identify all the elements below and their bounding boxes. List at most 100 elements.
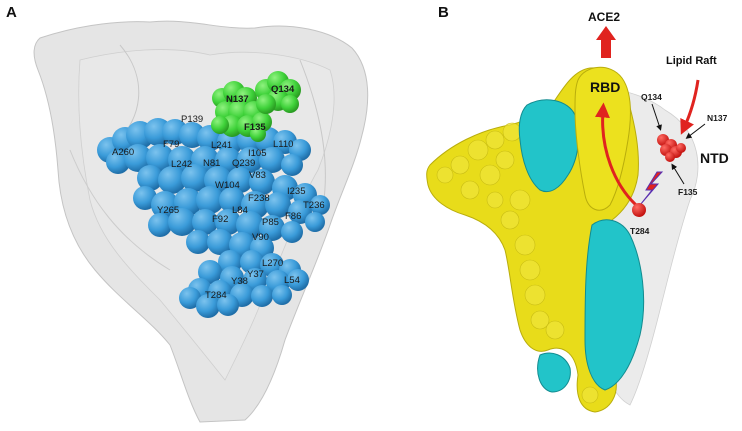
atom-sphere bbox=[249, 169, 275, 195]
residue-label: L242 bbox=[171, 159, 192, 170]
surface-bump bbox=[530, 310, 550, 330]
residue-label: Y38 bbox=[231, 276, 248, 287]
residue-label: T284 bbox=[630, 226, 650, 236]
ntd-label: NTD bbox=[700, 150, 729, 166]
surface-bump bbox=[545, 320, 565, 340]
atom-sphere bbox=[281, 154, 303, 176]
surface-bump bbox=[524, 284, 546, 306]
ace2-label: ACE2 bbox=[588, 10, 620, 24]
pointer-f135 bbox=[671, 163, 685, 185]
atom-sphere bbox=[215, 209, 241, 235]
atom-sphere bbox=[251, 285, 273, 307]
residue-label: W104 bbox=[215, 180, 240, 191]
lipid-raft-label: Lipid Raft bbox=[666, 55, 717, 67]
residue-label: T236 bbox=[303, 200, 325, 211]
surface-bump bbox=[460, 180, 480, 200]
atom-sphere bbox=[281, 95, 299, 113]
atom-sphere bbox=[305, 212, 325, 232]
surface-bump bbox=[486, 191, 504, 209]
atom-sphere bbox=[310, 195, 330, 215]
panel-a-letter: A bbox=[6, 4, 17, 21]
residue-label: N137 bbox=[707, 113, 728, 123]
surface-bump bbox=[500, 210, 520, 230]
surface-bump bbox=[519, 259, 541, 281]
residue-label: F86 bbox=[285, 211, 301, 222]
cyan-chain-bottom bbox=[537, 352, 571, 393]
residue-label: T284 bbox=[205, 290, 227, 301]
atom-sphere bbox=[259, 147, 285, 173]
atom-sphere bbox=[192, 209, 218, 235]
residue-label: F79 bbox=[163, 139, 179, 150]
surface-ridge-3 bbox=[69, 149, 171, 271]
residue-label: N81 bbox=[203, 158, 220, 169]
residue-label: V90 bbox=[252, 232, 269, 243]
atom-sphere bbox=[259, 215, 285, 241]
surface-bump bbox=[485, 130, 505, 150]
atom-sphere bbox=[158, 166, 186, 194]
surface-bump bbox=[509, 189, 531, 211]
lipid-raft-arrow bbox=[680, 79, 700, 135]
residue-label-polar: N137 bbox=[226, 94, 249, 105]
ace2-arrow bbox=[596, 26, 616, 58]
residue-label: P139 bbox=[181, 114, 203, 125]
surface-bump bbox=[436, 166, 454, 184]
atom-sphere bbox=[196, 294, 220, 318]
surface-bump bbox=[514, 234, 536, 256]
residue-label: Y265 bbox=[157, 205, 179, 216]
atom-sphere bbox=[106, 150, 130, 174]
atom-sphere bbox=[227, 167, 253, 193]
pointer-n137 bbox=[685, 123, 706, 139]
atom-sphere bbox=[281, 221, 303, 243]
atom-sphere bbox=[287, 269, 309, 291]
atom-sphere bbox=[198, 260, 222, 284]
surface-bump bbox=[495, 150, 515, 170]
atom-sphere bbox=[272, 285, 292, 305]
atom-sphere bbox=[250, 126, 266, 142]
atom-sphere bbox=[186, 230, 210, 254]
atom-sphere bbox=[179, 287, 201, 309]
residue-label: F135 bbox=[678, 187, 698, 197]
lightning-bolt-icon bbox=[639, 171, 664, 206]
residue-label: L270 bbox=[262, 258, 283, 269]
residue-label-polar: F135 bbox=[244, 122, 266, 133]
residue-label: I235 bbox=[287, 186, 306, 197]
atom-sphere bbox=[151, 191, 179, 219]
residue-label: Q239 bbox=[232, 158, 255, 169]
atom-sphere bbox=[137, 165, 163, 191]
residue-label: P85 bbox=[262, 217, 279, 228]
atom-sphere bbox=[240, 250, 264, 274]
panel-b: ACE2 RBD Lipid Raft NTD Q134 N137 F135 T… bbox=[426, 10, 729, 413]
atom-sphere bbox=[237, 147, 263, 173]
rbd-label: RBD bbox=[590, 79, 620, 95]
surface-bump bbox=[502, 122, 522, 142]
surface-bump bbox=[467, 139, 489, 161]
red-residue-cluster bbox=[657, 134, 686, 162]
atom-sphere bbox=[148, 213, 172, 237]
hydrophobic-residue-cluster bbox=[97, 118, 330, 318]
atom-sphere bbox=[256, 94, 276, 114]
atom-sphere bbox=[207, 229, 233, 255]
atom-sphere bbox=[196, 186, 224, 214]
atom-sphere bbox=[265, 192, 291, 218]
atom-sphere bbox=[236, 211, 264, 239]
polar-residue-cluster bbox=[211, 71, 301, 142]
residue-label-polar: Q134 bbox=[271, 84, 295, 95]
panel-b-letter: B bbox=[438, 4, 449, 21]
residue-label: F238 bbox=[248, 193, 270, 204]
atom-sphere bbox=[211, 116, 229, 134]
surface-bump bbox=[450, 155, 470, 175]
atom-sphere bbox=[217, 294, 239, 316]
residue-label: A260 bbox=[112, 147, 134, 158]
residue-label: I105 bbox=[248, 148, 267, 159]
atom-sphere bbox=[146, 144, 174, 172]
residue-label: V83 bbox=[249, 170, 266, 181]
residue-label: L241 bbox=[211, 140, 232, 151]
residue-label: Y37 bbox=[247, 269, 264, 280]
pointer-q134 bbox=[651, 103, 662, 131]
rbd-signal-arrow bbox=[594, 102, 638, 207]
residue-label: L84 bbox=[232, 205, 248, 216]
atom-sphere bbox=[168, 208, 196, 236]
atom-sphere bbox=[124, 144, 152, 172]
residue-label: L110 bbox=[273, 139, 293, 150]
